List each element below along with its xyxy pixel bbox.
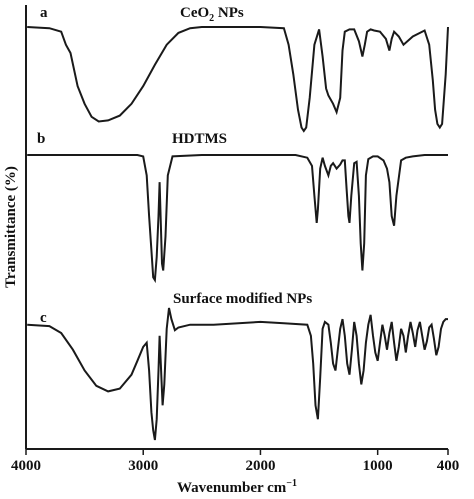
- spectrum-line-c: [27, 307, 448, 441]
- y-axis-title: Transmittance (%): [3, 166, 19, 288]
- spectrum-line-a: [27, 26, 449, 133]
- panel-a-title-rest: NPs: [214, 5, 244, 21]
- panel-b-letter: b: [37, 131, 45, 147]
- x-axis-title: Wavenumber cm−1: [177, 478, 297, 496]
- panel-a-letter: a: [40, 5, 48, 21]
- panel-a-title: CeO2 NPs: [180, 5, 244, 24]
- x-tick-label: 2000: [245, 458, 275, 474]
- panel-c-title: Surface modified NPs: [173, 291, 312, 307]
- x-tick-label: 400: [437, 458, 460, 474]
- panel-a-title-main: CeO: [180, 5, 209, 21]
- panel-b-title: HDTMS: [172, 131, 227, 147]
- x-axis-title-main: Wavenumber cm: [177, 480, 287, 496]
- x-tick-label: 1000: [363, 458, 393, 474]
- x-axis-ticks: 4000 3000 2000 1000 400: [11, 449, 459, 474]
- spectrum-line-b: [27, 154, 448, 284]
- panel-c-letter: c: [40, 310, 47, 326]
- x-tick-label: 4000: [11, 458, 41, 474]
- panel-a-title-subscript: 2: [209, 13, 214, 24]
- x-axis-title-superscript: −1: [286, 478, 297, 489]
- x-tick-label: 3000: [128, 458, 158, 474]
